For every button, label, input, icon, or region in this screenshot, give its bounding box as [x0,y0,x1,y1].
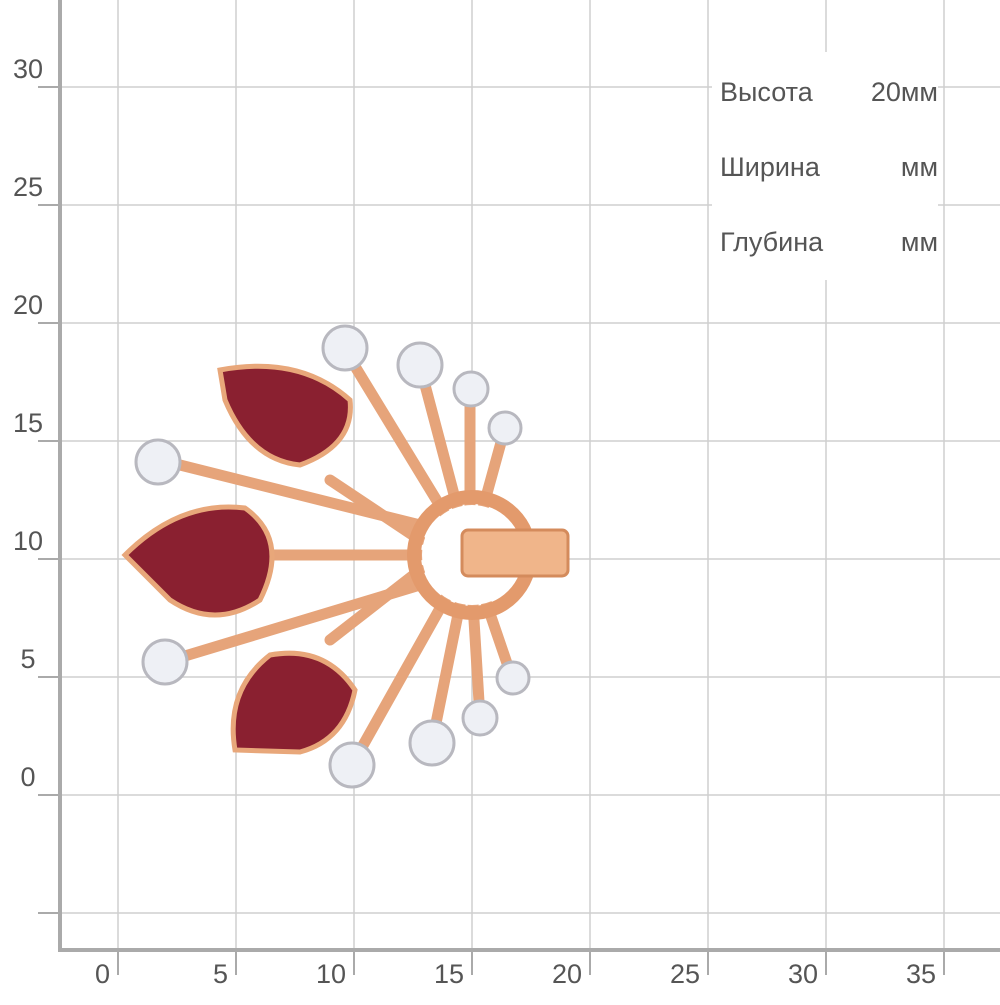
y-label: 10 [13,526,43,556]
x-label: 25 [670,959,700,989]
diamonds [134,324,531,789]
earring [121,324,570,789]
dimension-value: мм [901,152,938,182]
dimension-value: 20мм [871,77,938,107]
y-label: 30 [13,54,43,84]
x-label: 0 [95,959,110,989]
x-label: 30 [788,959,818,989]
x-label: 35 [906,959,936,989]
dimension-label: Ширина [720,152,821,182]
x-label: 15 [434,959,464,989]
x-label: 5 [213,959,228,989]
garnets [121,363,358,755]
y-label: 25 [13,172,43,202]
dimensions: Высота 20мм Ширина мм Глубина мм [720,77,938,257]
dimension-label: Высота [720,77,814,107]
dimension-value: мм [901,227,938,257]
dimensions-panel [712,52,938,280]
x-label: 10 [316,959,346,989]
clasp [460,528,570,578]
dimension-label: Глубина [720,227,824,257]
x-label: 20 [552,959,582,989]
y-label: 0 [20,762,35,792]
y-label: 5 [20,644,35,674]
y-label: 20 [13,290,43,320]
y-label: 15 [13,408,43,438]
